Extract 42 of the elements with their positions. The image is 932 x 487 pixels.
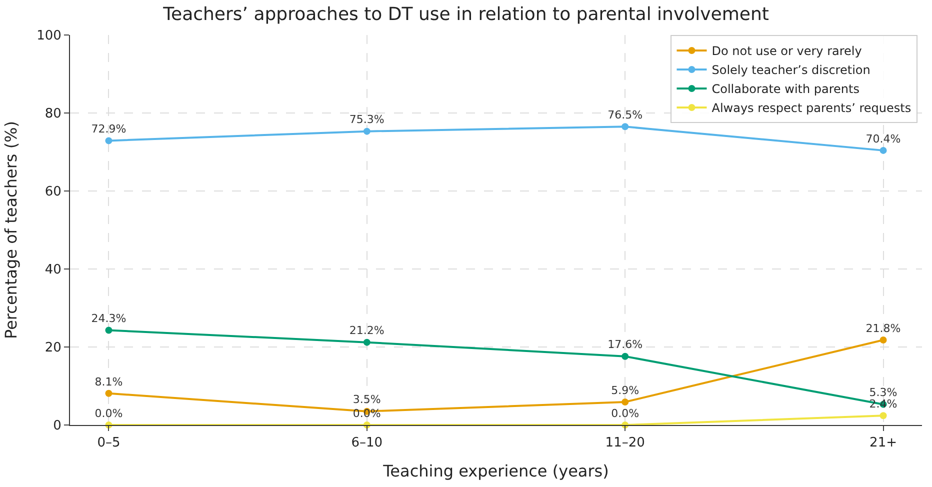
data-label: 0.0% <box>611 406 640 420</box>
legend-label: Always respect parents’ requests <box>712 101 912 116</box>
point <box>105 137 112 144</box>
data-label: 76.5% <box>608 108 643 122</box>
y-tick-label: 60 <box>44 184 62 200</box>
x-tick-label: 6–10 <box>351 436 383 451</box>
point <box>622 398 629 406</box>
data-label: 21.8% <box>866 322 901 335</box>
y-tick-label: 100 <box>36 28 62 44</box>
y-tick-label: 80 <box>44 106 62 122</box>
data-label: 17.6% <box>608 338 643 352</box>
point <box>622 352 629 360</box>
data-label: 5.9% <box>611 384 640 397</box>
legend-label: Solely teacher’s discretion <box>712 63 870 78</box>
data-label: 24.3% <box>91 312 126 326</box>
point <box>880 412 887 420</box>
point <box>105 326 112 334</box>
y-axis-title: Percentage of teachers (%) <box>1 121 20 339</box>
legend-label: Collaborate with parents <box>712 82 860 96</box>
point <box>880 146 887 154</box>
x-tick-label: 0–5 <box>97 436 120 451</box>
chart-title: Teachers’ approaches to DT use in relation to parental involvement <box>162 4 769 25</box>
point <box>880 336 887 344</box>
point <box>363 338 370 346</box>
data-label: 0.0% <box>94 406 123 420</box>
data-label: 72.9% <box>91 122 126 136</box>
y-tick-label: 40 <box>44 262 62 278</box>
x-axis-title: Teaching experience (years) <box>382 461 609 480</box>
data-label: 75.3% <box>349 113 384 126</box>
y-tick-label: 20 <box>44 340 62 356</box>
y-tick-label: 0 <box>53 418 62 434</box>
legend-label: Do not use or very rarely <box>712 44 862 58</box>
data-label: 8.1% <box>94 375 123 388</box>
x-tick-label: 21+ <box>870 436 897 451</box>
data-label: 70.4% <box>866 132 901 146</box>
data-label: 3.5% <box>352 393 381 406</box>
point <box>105 390 112 397</box>
x-tick-label: 11–20 <box>605 436 645 451</box>
point <box>622 123 629 130</box>
data-label: 5.3% <box>869 386 898 400</box>
data-label: 21.2% <box>349 324 384 338</box>
point <box>363 128 370 135</box>
